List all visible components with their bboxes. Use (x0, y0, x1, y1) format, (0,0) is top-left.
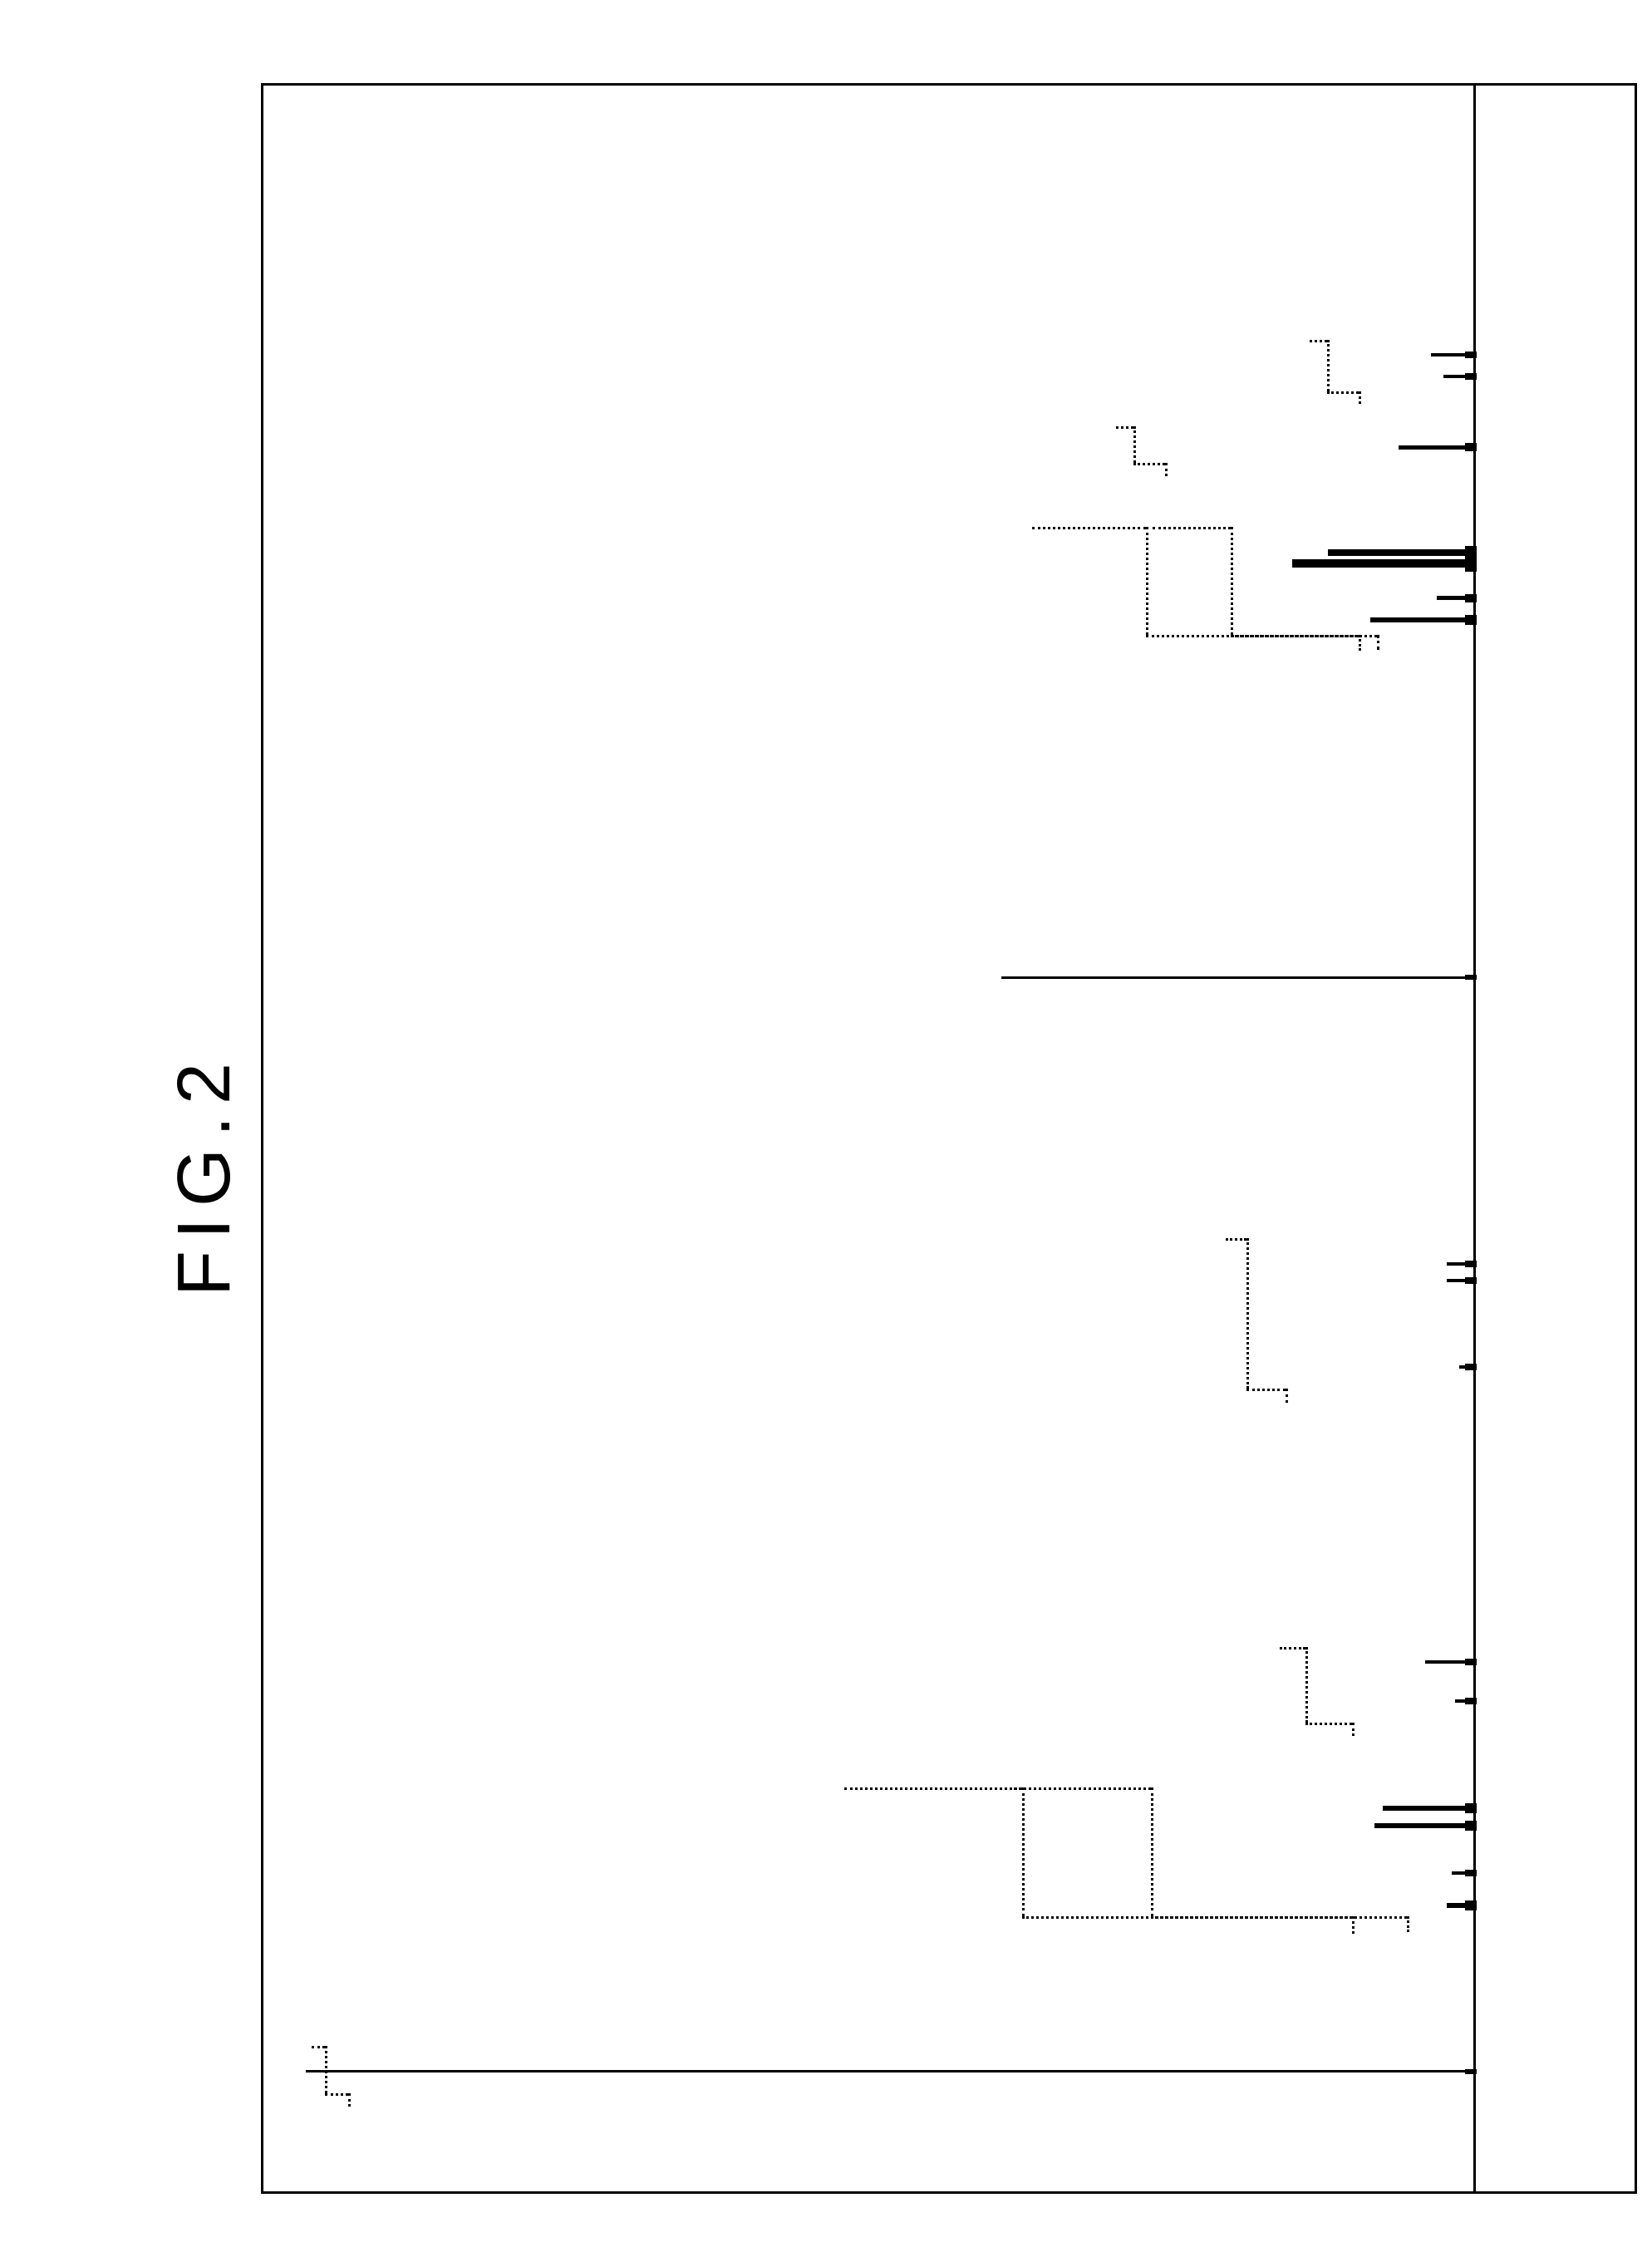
nmr-peak-foot (1465, 615, 1477, 625)
nmr-peak-foot (1465, 1803, 1477, 1813)
nmr-peak-foot (1465, 1870, 1477, 1876)
integral-trace (1032, 527, 1147, 529)
nmr-peak (1383, 1806, 1473, 1811)
integral-tail (1352, 1723, 1355, 1737)
integral-riser (325, 2046, 327, 2093)
nmr-peak-foot (1465, 2069, 1477, 2074)
nmr-peak-foot (1465, 1821, 1477, 1831)
integral-trace-end (1305, 1723, 1353, 1725)
integral-tail (1359, 391, 1361, 404)
integral-tail (348, 2093, 351, 2107)
integral-trace-end (1151, 1916, 1407, 1919)
integral-tail (1377, 635, 1379, 650)
nmr-peak (1001, 976, 1473, 979)
integral-trace (1280, 1647, 1305, 1650)
nmr-peak-foot (1465, 352, 1477, 358)
nmr-peak (1370, 617, 1473, 622)
integral-riser (1146, 527, 1148, 635)
integral-trace (1014, 1787, 1152, 1790)
figure-title: FIG.2 (162, 1051, 248, 1296)
integral-riser (1133, 426, 1136, 463)
integral-riser (1246, 1238, 1249, 1389)
integral-riser (1327, 340, 1330, 391)
nmr-peak-foot (1465, 1900, 1477, 1910)
integral-trace (312, 2046, 324, 2048)
nmr-peak (1399, 445, 1473, 450)
nmr-peak-foot (1465, 975, 1477, 980)
integral-trace-end (325, 2093, 348, 2096)
nmr-peak-foot (1465, 546, 1477, 559)
integral-trace (1153, 527, 1231, 529)
nmr-peak (306, 2070, 1473, 2072)
nmr-peak-foot (1465, 1659, 1477, 1665)
nmr-spectrum-frame: 0123456789ppm (261, 83, 1637, 2194)
figure-page: FIG.2 0123456789ppm (0, 0, 1652, 2247)
nmr-peak-foot (1465, 1364, 1477, 1370)
nmr-peak (1328, 549, 1473, 556)
integral-tail (1407, 1916, 1409, 1932)
nmr-peak-foot (1465, 1698, 1477, 1704)
integral-tail (1165, 463, 1168, 477)
integral-trace-end (1246, 1389, 1286, 1391)
integral-riser (1305, 1647, 1308, 1723)
integral-trace (1310, 340, 1326, 342)
nmr-peak-foot (1465, 1261, 1477, 1267)
integral-tail (1352, 1916, 1355, 1934)
nmr-peak-foot (1465, 373, 1477, 380)
nmr-spectrum-area (263, 86, 1637, 2194)
integral-trace (1226, 1238, 1246, 1241)
nmr-peak (1374, 1823, 1473, 1828)
nmr-peak (1292, 559, 1473, 568)
integral-riser (1231, 527, 1233, 635)
integral-trace-end (1231, 635, 1376, 637)
nmr-peak-foot (1465, 443, 1477, 451)
integral-trace (1116, 426, 1133, 429)
integral-trace (844, 1787, 1022, 1790)
integral-riser (1022, 1787, 1025, 1917)
integral-trace-end (1133, 463, 1165, 465)
spectrum-baseline (1473, 86, 1476, 2194)
integral-trace-end (1327, 391, 1359, 394)
integral-tail (1286, 1389, 1288, 1403)
integral-riser (1151, 1787, 1153, 1917)
nmr-peak-foot (1465, 594, 1477, 602)
nmr-peak-foot (1465, 1277, 1477, 1284)
